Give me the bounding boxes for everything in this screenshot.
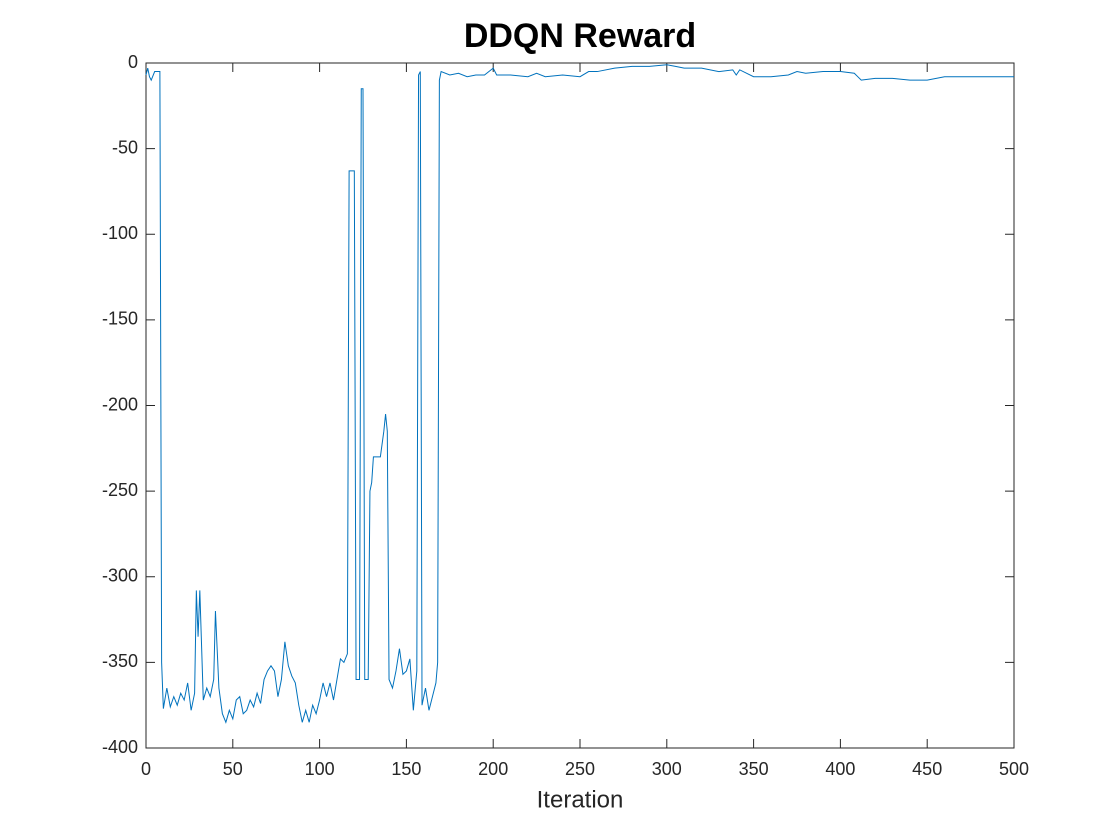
x-axis-label: Iteration — [537, 786, 624, 813]
y-tick-label: -250 — [102, 480, 138, 500]
y-tick-label: -50 — [112, 137, 138, 157]
x-tick-label: 400 — [825, 759, 855, 779]
plot-frame — [145, 62, 1015, 749]
x-tick-label: 350 — [739, 759, 769, 779]
data-line — [145, 64, 1014, 724]
x-tick-label: 300 — [652, 759, 682, 779]
y-tick-label: -400 — [102, 737, 138, 757]
y-tick-label: -350 — [102, 651, 138, 671]
x-tick-label: 500 — [999, 759, 1029, 779]
y-tick-label: 0 — [128, 52, 138, 72]
y-tick-label: -300 — [102, 566, 138, 586]
x-tick-label: 200 — [478, 759, 508, 779]
y-tick-label: -100 — [102, 223, 138, 243]
x-tick-label: 50 — [223, 759, 243, 779]
x-tick-label: 100 — [305, 759, 335, 779]
x-tick-label: 250 — [565, 759, 595, 779]
x-tick-label: 0 — [141, 759, 151, 779]
x-tick-label: 450 — [912, 759, 942, 779]
y-tick-label: -200 — [102, 394, 138, 414]
y-tick-label: -150 — [102, 309, 138, 329]
chart-title: DDQN Reward — [464, 17, 696, 55]
x-tick-label: 150 — [391, 759, 421, 779]
